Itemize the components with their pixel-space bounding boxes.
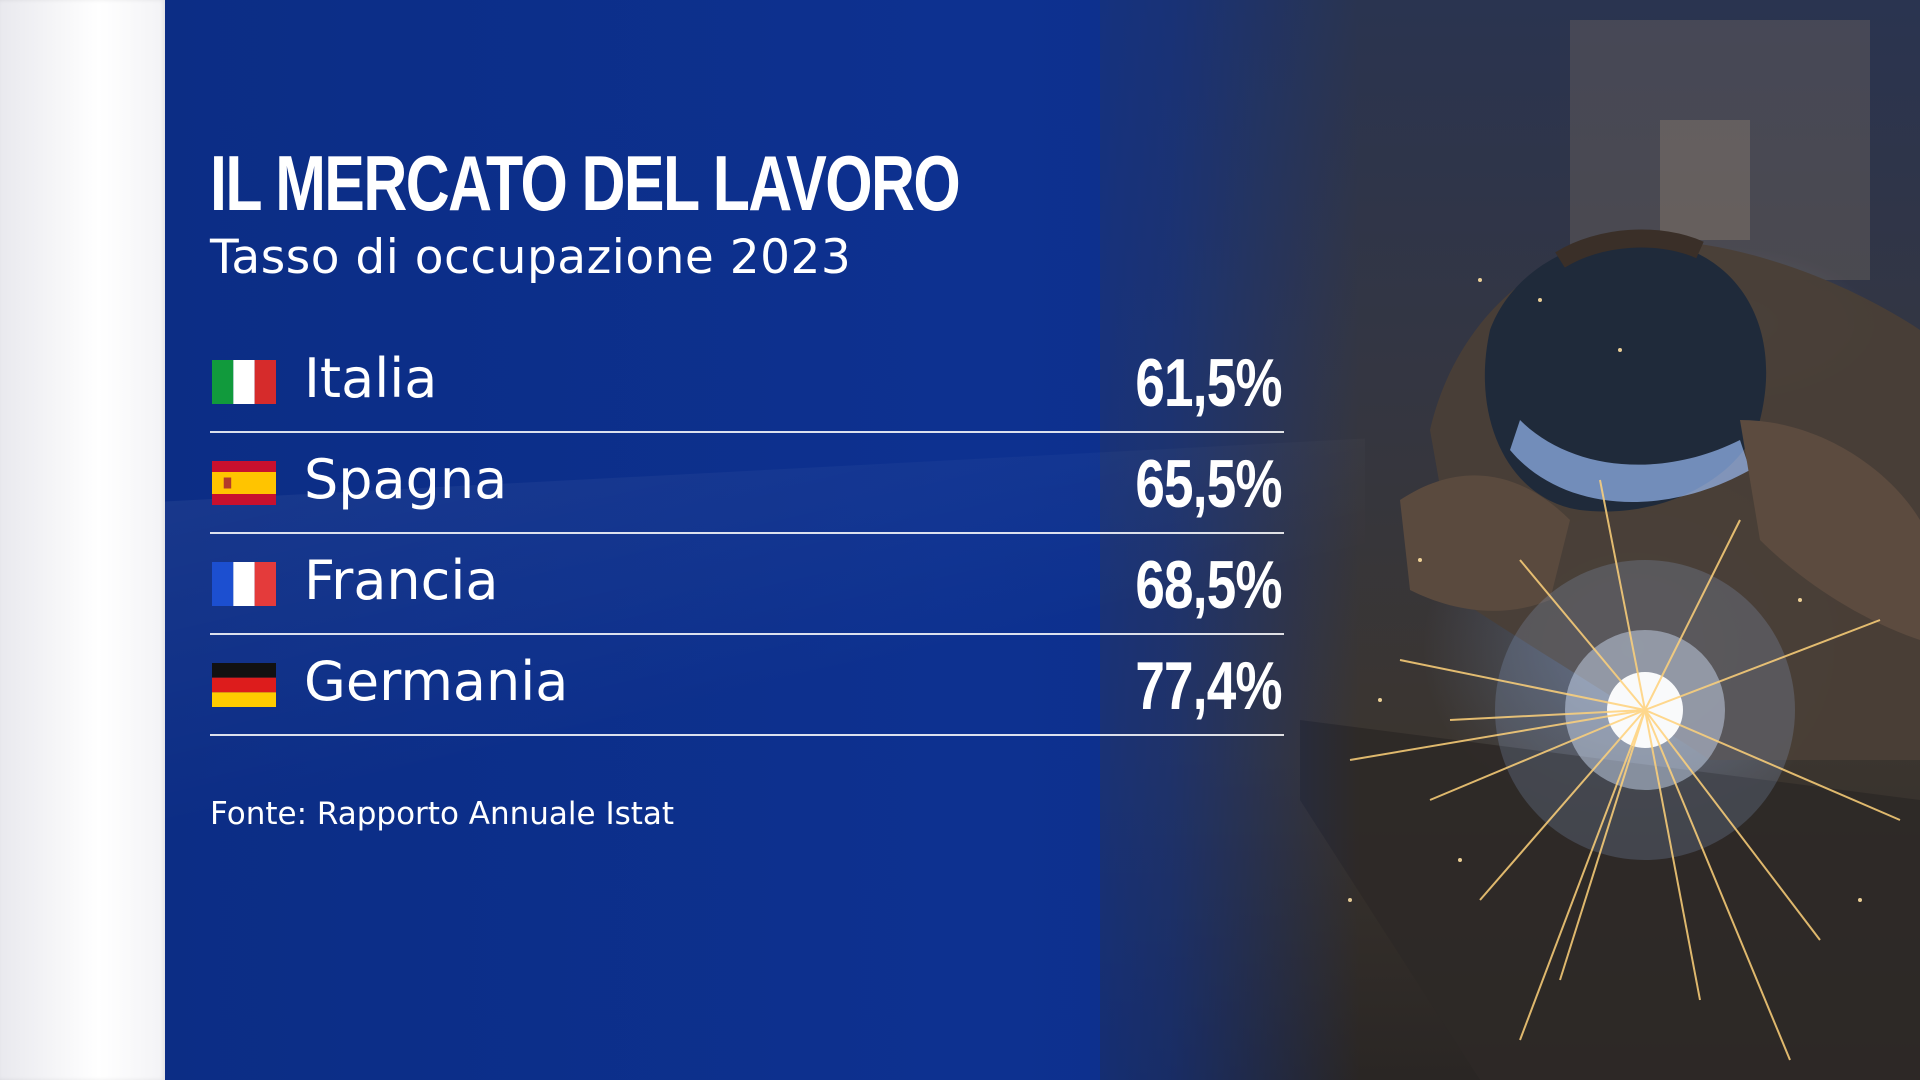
source-note: Fonte: Rapporto Annuale Istat — [210, 796, 675, 832]
graphic-title: IL MERCATO DEL LAVORO — [210, 139, 961, 227]
country-name: Francia — [304, 549, 499, 612]
left-border-strip — [0, 0, 165, 1080]
photo-blend-gradient — [940, 0, 1360, 1080]
employment-rate-value: 68,5% — [1135, 547, 1283, 623]
graphic-subtitle: Tasso di occupazione 2023 — [210, 230, 852, 285]
list-item-germania: Germania 77,4% — [210, 635, 1284, 736]
list-item-francia: Francia 68,5% — [210, 534, 1284, 635]
welder-sparks-image — [1300, 20, 1920, 1080]
employment-rate-value: 65,5% — [1135, 446, 1283, 522]
country-name: Spagna — [304, 448, 508, 511]
employment-rate-list: Italia 61,5% Spagna 65,5% Francia 68,5% — [210, 332, 1284, 736]
spain-flag-icon — [212, 461, 276, 505]
france-flag-icon — [212, 562, 276, 606]
country-name: Germania — [304, 650, 569, 713]
country-name: Italia — [304, 347, 438, 410]
list-item-spagna: Spagna 65,5% — [210, 433, 1284, 534]
italy-flag-icon — [212, 360, 276, 404]
blue-panel — [165, 0, 1920, 1080]
list-item-italia: Italia 61,5% — [210, 332, 1284, 433]
employment-rate-value: 77,4% — [1135, 648, 1283, 724]
employment-rate-value: 61,5% — [1135, 345, 1283, 421]
germany-flag-icon — [212, 663, 276, 707]
